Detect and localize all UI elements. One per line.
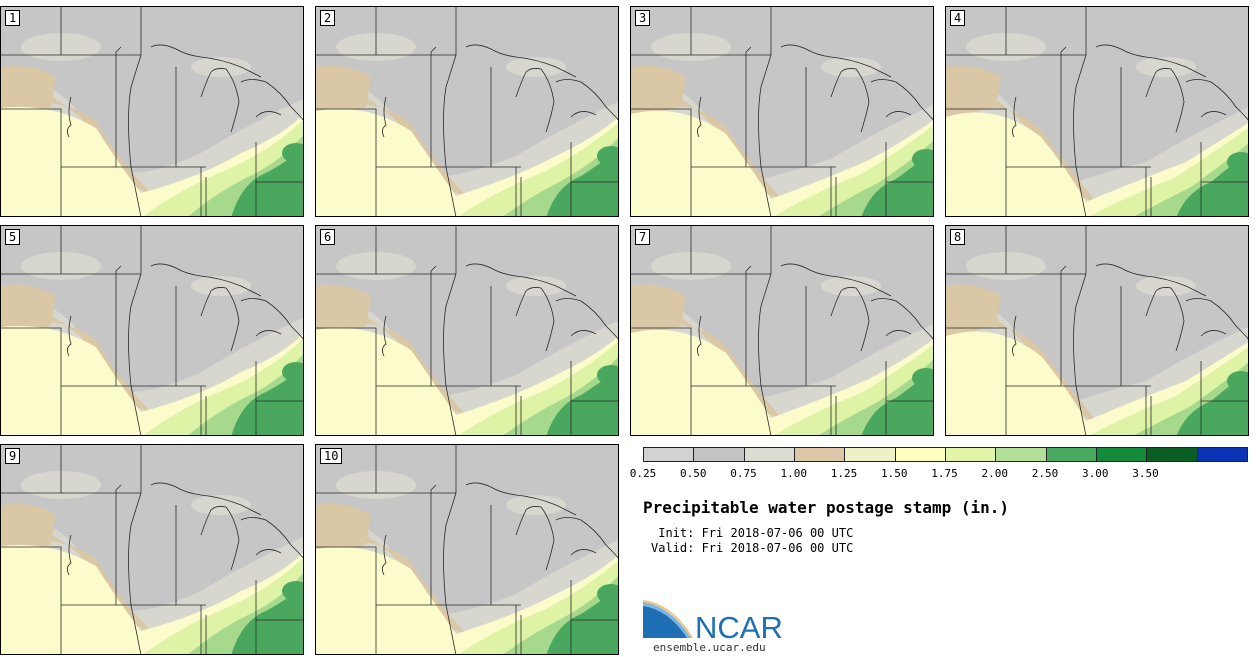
- colorbar-tick-label: 1.75: [931, 467, 958, 480]
- colorbar: [643, 447, 1248, 462]
- colorbar-tick-label: 3.00: [1082, 467, 1109, 480]
- ncar-logo-graphic: NCAR: [643, 600, 783, 645]
- colorbar-tick-label: 0.75: [730, 467, 757, 480]
- panel-number-label: 7: [635, 229, 651, 245]
- precip-water-map: [316, 226, 618, 435]
- ncar-logo: NCAR: [643, 600, 793, 655]
- precip-water-map: [631, 226, 933, 435]
- precip-water-map: [1, 226, 303, 435]
- precip-water-map: [1, 445, 303, 654]
- ncar-logo-text: NCAR: [695, 610, 783, 645]
- colorbar-swatch: [945, 448, 997, 461]
- precip-water-map: [316, 445, 618, 654]
- logo-url: ensemble.ucar.edu: [653, 641, 766, 654]
- colorbar-swatch: [644, 448, 695, 461]
- map-panel-3: 3: [630, 6, 934, 217]
- init-time: Init: Fri 2018-07-06 00 UTC: [651, 526, 854, 540]
- panel-number-label: 5: [5, 229, 21, 245]
- precip-water-map: [946, 226, 1248, 435]
- precip-water-map: [316, 7, 618, 216]
- valid-time: Valid: Fri 2018-07-06 00 UTC: [651, 541, 854, 555]
- map-panel-10: 10: [315, 444, 619, 655]
- map-panel-7: 7: [630, 225, 934, 436]
- colorbar-tick-label: 1.50: [881, 467, 908, 480]
- panel-number-label: 8: [950, 229, 966, 245]
- colorbar-swatch: [895, 448, 946, 461]
- colorbar-swatch: [744, 448, 795, 461]
- panel-number-label: 1: [5, 10, 21, 26]
- map-panel-5: 5: [0, 225, 304, 436]
- map-panel-4: 4: [945, 6, 1249, 217]
- colorbar-swatch: [996, 448, 1047, 461]
- colorbar-swatch: [794, 448, 846, 461]
- colorbar-tick-label: 1.25: [830, 467, 858, 480]
- colorbar-tick-label: 0.50: [680, 467, 707, 480]
- colorbar-tick-label: 1.00: [780, 467, 808, 480]
- map-panel-6: 6: [315, 225, 619, 436]
- colorbar-tick-label: 2.00: [981, 467, 1009, 480]
- map-panel-8: 8: [945, 225, 1249, 436]
- map-panel-1: 1: [0, 6, 304, 217]
- panel-number-label: 9: [5, 448, 21, 464]
- colorbar-ticks: 0.25 0.50 0.75 1.00 1.25 1.50 1.75 2.00 2.50 3.00…: [630, 462, 1260, 480]
- colorbar-swatch: [1197, 448, 1247, 461]
- precip-water-map: [1, 7, 303, 216]
- panel-number-label: 6: [320, 229, 336, 245]
- colorbar-tick-label: 2.50: [1031, 467, 1059, 480]
- color-legend: 0.25 0.50 0.75 1.00 1.25 1.50 1.75 2.00 2.50 3.00…: [630, 447, 1260, 480]
- precip-water-map: [631, 7, 933, 216]
- map-panel-9: 9: [0, 444, 304, 655]
- map-title: Precipitable water postage stamp (in.): [643, 498, 1010, 517]
- colorbar-tick-label: 0.25: [629, 467, 657, 480]
- map-panel-2: 2: [315, 6, 619, 217]
- colorbar-swatch: [1096, 448, 1148, 461]
- precip-water-map: [946, 7, 1248, 216]
- colorbar-swatch: [694, 448, 745, 461]
- colorbar-swatch: [1046, 448, 1097, 461]
- panel-number-label: 4: [950, 10, 966, 26]
- colorbar-swatch: [1147, 448, 1198, 461]
- panel-number-label: 3: [635, 10, 651, 26]
- panel-number-label: 10: [320, 448, 343, 464]
- colorbar-swatch: [845, 448, 896, 461]
- panel-number-label: 2: [320, 10, 336, 26]
- colorbar-tick-label: 3.50: [1132, 467, 1159, 480]
